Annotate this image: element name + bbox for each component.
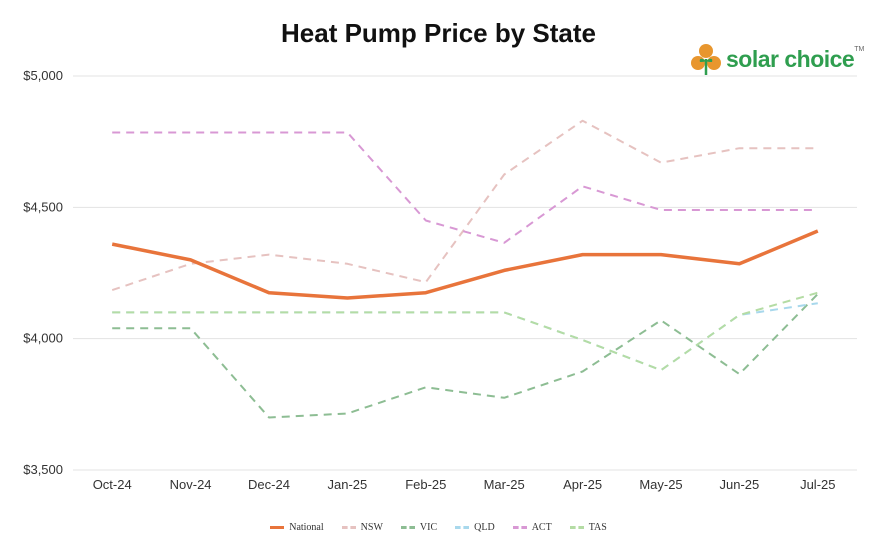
y-tick-label: $3,500 <box>23 462 63 477</box>
legend-swatch <box>270 526 285 529</box>
legend-label: TAS <box>588 522 607 533</box>
legend-item-tas[interactable]: TAS <box>569 522 607 533</box>
x-tick-label: Oct-24 <box>93 477 132 492</box>
solar-choice-logo: solar choice TM <box>689 42 864 76</box>
series-line-nsw <box>111 119 818 292</box>
legend-swatch <box>400 526 415 529</box>
y-tick-labels: $3,500 $4,000 $4,500 $5,000 <box>23 68 63 477</box>
legend-label: ACT <box>531 522 552 533</box>
chart-title: Heat Pump Price by State <box>281 18 596 48</box>
series-lines <box>111 119 819 419</box>
grid-lines <box>73 75 857 471</box>
legend-item-act[interactable]: ACT <box>512 522 552 533</box>
legend-label: NSW <box>360 522 383 533</box>
x-tick-label: Feb-25 <box>405 477 446 492</box>
legend-item-national[interactable]: National <box>270 522 324 533</box>
sun-logo-icon <box>691 44 721 75</box>
legend-label: QLD <box>474 522 495 533</box>
x-tick-label: Mar-25 <box>484 477 525 492</box>
series-line-act <box>112 131 818 244</box>
x-tick-label: Apr-25 <box>563 477 602 492</box>
legend-swatch <box>455 526 470 529</box>
legend: National NSW VIC QLD ACT TAS <box>0 522 877 533</box>
series-line-national <box>111 229 819 300</box>
x-tick-label: Jun-25 <box>720 477 760 492</box>
legend-item-qld[interactable]: QLD <box>455 522 495 533</box>
series-line-tas <box>112 291 819 372</box>
legend-item-vic[interactable]: VIC <box>400 522 438 533</box>
legend-swatch <box>512 526 527 529</box>
legend-item-nsw[interactable]: NSW <box>341 522 383 533</box>
series-line-vic <box>112 293 819 419</box>
legend-swatch <box>341 526 356 529</box>
x-tick-label: Nov-24 <box>170 477 212 492</box>
legend-label: VIC <box>419 522 438 533</box>
x-tick-label: Jan-25 <box>328 477 368 492</box>
y-tick-label: $4,500 <box>23 199 63 214</box>
y-tick-label: $5,000 <box>23 68 63 83</box>
logo-wordmark: solar choice <box>726 45 855 72</box>
logo-trademark: TM <box>854 46 865 53</box>
x-tick-label: Dec-24 <box>248 477 290 492</box>
x-tick-label: May-25 <box>639 477 682 492</box>
legend-label: National <box>289 522 324 533</box>
x-tick-label: Jul-25 <box>800 477 835 492</box>
legend-swatch <box>569 526 584 529</box>
y-tick-label: $4,000 <box>23 331 63 346</box>
x-tick-labels: Oct-24 Nov-24 Dec-24 Jan-25 Feb-25 Mar-25 Apr-… <box>93 477 836 492</box>
